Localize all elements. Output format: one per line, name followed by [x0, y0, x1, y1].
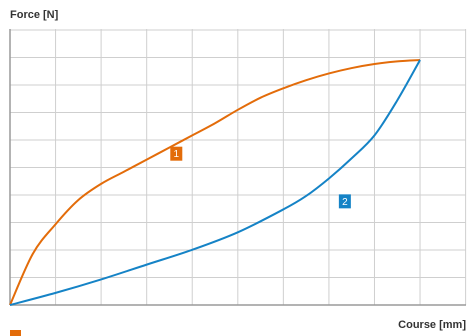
series-marker-label: 1	[174, 149, 180, 160]
series-marker-box	[170, 146, 183, 161]
legend-swatch-1	[10, 330, 21, 336]
series-marker-1: 1	[170, 146, 183, 161]
series-marker-box	[338, 194, 351, 209]
series-layer	[9, 59, 421, 306]
series-marker-2: 2	[338, 194, 351, 209]
grid	[10, 29, 467, 305]
marker-layer: 12	[10, 146, 351, 336]
series-marker-label: 2	[342, 197, 348, 208]
x-axis-label: Course [mm]	[398, 319, 466, 331]
y-axis-label: Force [N]	[10, 9, 59, 21]
series-line-1	[9, 59, 421, 306]
series-line-2	[9, 59, 421, 306]
